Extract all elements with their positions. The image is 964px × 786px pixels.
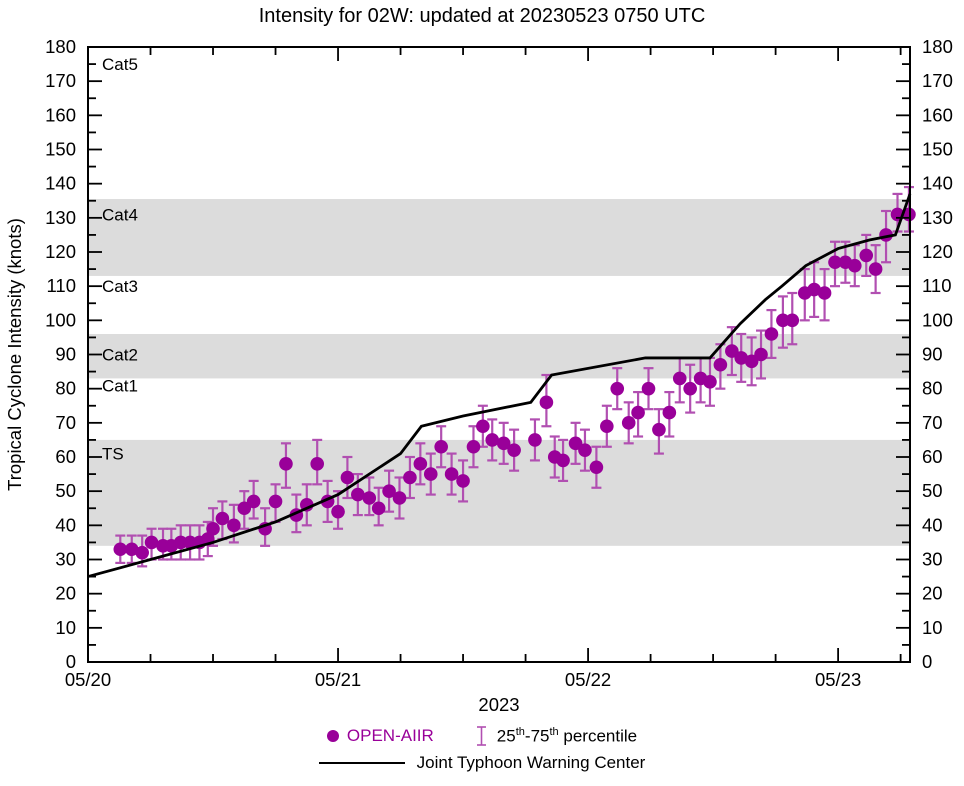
svg-text:50: 50 — [55, 480, 76, 501]
svg-text:40: 40 — [55, 514, 76, 535]
svg-text:120: 120 — [45, 241, 76, 262]
svg-text:0: 0 — [66, 651, 76, 672]
legend-row-2: Joint Typhoon Warning Center — [318, 753, 646, 773]
svg-text:70: 70 — [55, 412, 76, 433]
jtwc-line-icon — [318, 762, 405, 764]
svg-text:05/23: 05/23 — [815, 669, 861, 690]
svg-text:50: 50 — [922, 480, 943, 501]
svg-text:05/22: 05/22 — [565, 669, 611, 690]
svg-text:80: 80 — [922, 378, 943, 399]
svg-text:05/20: 05/20 — [65, 669, 111, 690]
svg-text:70: 70 — [922, 412, 943, 433]
open-aiir-dot-icon — [326, 730, 339, 742]
svg-text:60: 60 — [922, 446, 943, 467]
svg-text:180: 180 — [45, 36, 76, 57]
x-axis-ticks: 05/20 05/21 05/22 05/23 — [65, 48, 902, 690]
svg-text:90: 90 — [922, 344, 943, 365]
legend-item-open-aiir: OPEN-AIIR — [326, 726, 434, 746]
svg-text:90: 90 — [55, 344, 76, 365]
svg-text:40: 40 — [922, 514, 943, 535]
svg-text:130: 130 — [45, 207, 76, 228]
axis-box — [87, 46, 911, 663]
category-labels: Cat5 Cat4 Cat3 Cat2 Cat1 TS — [102, 55, 138, 464]
svg-text:80: 80 — [55, 378, 76, 399]
chart-title: Intensity for 02W: updated at 20230523 0… — [258, 5, 706, 27]
svg-text:170: 170 — [45, 70, 76, 91]
svg-text:Cat3: Cat3 — [102, 277, 138, 296]
svg-text:140: 140 — [922, 173, 953, 194]
category-bands — [88, 199, 910, 546]
jtwc-line — [87, 193, 912, 578]
svg-text:20: 20 — [922, 583, 943, 604]
svg-text:150: 150 — [922, 139, 953, 160]
legend-row-1: OPEN-AIIR 25th-75th percentile — [326, 724, 637, 748]
y-axis-label: Tropical Cyclone Intensity (knots) — [4, 218, 25, 491]
y-axis-ticks: 0 0 10 10 20 20 30 30 40 40 50 50 60 60 70 70 80 80 90 90 10… — [45, 36, 953, 672]
svg-text:60: 60 — [55, 446, 76, 467]
svg-text:160: 160 — [922, 104, 953, 125]
open-aiir-points — [113, 207, 916, 560]
svg-text:110: 110 — [47, 275, 77, 296]
svg-text:180: 180 — [922, 36, 953, 57]
svg-text:10: 10 — [922, 617, 943, 638]
legend-percentile-label: 25th-75th percentile — [496, 725, 638, 746]
x-axis-label: 2023 — [478, 694, 519, 714]
svg-text:Cat5: Cat5 — [102, 55, 138, 74]
svg-text:150: 150 — [45, 139, 76, 160]
legend-jtwc-label: Joint Typhoon Warning Center — [416, 753, 646, 772]
intensity-chart: Cat5 Cat4 Cat3 Cat2 Cat1 TS 0 0 10 10 20 20 30 30 40 40… — [4, 36, 953, 714]
legend-item-percentile: 25th-75th percentile — [474, 724, 637, 748]
chart-legend: OPEN-AIIR 25th-75th percentile Joint Typ… — [0, 724, 964, 773]
svg-text:05/21: 05/21 — [315, 669, 361, 690]
svg-text:170: 170 — [922, 70, 953, 91]
svg-text:20: 20 — [55, 583, 76, 604]
svg-text:2023: 2023 — [478, 694, 519, 714]
legend-open-aiir-label: OPEN-AIIR — [346, 726, 434, 745]
svg-text:100: 100 — [922, 309, 953, 330]
svg-text:10: 10 — [55, 617, 76, 638]
svg-text:140: 140 — [45, 173, 76, 194]
svg-text:Cat2: Cat2 — [102, 346, 138, 365]
svg-text:Cat1: Cat1 — [102, 376, 138, 395]
svg-text:100: 100 — [45, 309, 76, 330]
svg-text:TS: TS — [102, 445, 124, 464]
svg-text:Cat4: Cat4 — [102, 205, 138, 224]
svg-text:120: 120 — [922, 241, 953, 262]
svg-text:110: 110 — [922, 275, 952, 296]
svg-text:30: 30 — [922, 549, 943, 570]
svg-text:130: 130 — [922, 207, 953, 228]
svg-text:30: 30 — [55, 549, 76, 570]
svg-text:Tropical Cyclone Intensity (kn: Tropical Cyclone Intensity (knots) — [4, 218, 25, 491]
svg-text:0: 0 — [922, 651, 932, 672]
errorbar-icon — [476, 726, 486, 746]
svg-text:160: 160 — [45, 104, 76, 125]
